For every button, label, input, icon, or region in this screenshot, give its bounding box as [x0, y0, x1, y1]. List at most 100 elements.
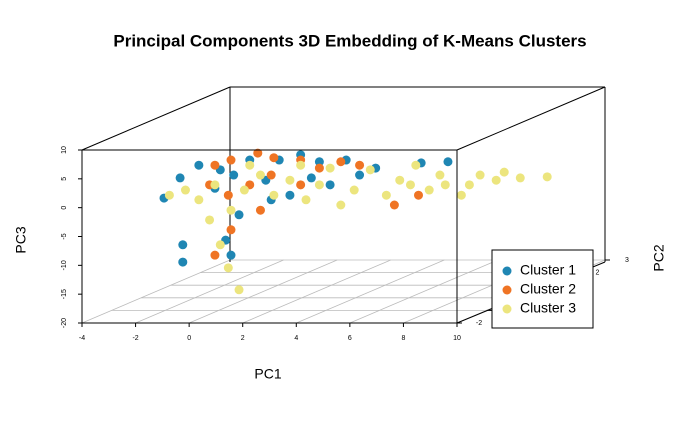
z-tick-label: 5 [61, 177, 68, 181]
point [223, 263, 233, 273]
x-tick-label: 4 [294, 335, 298, 342]
point [296, 160, 306, 170]
legend-label: Cluster 3 [520, 300, 576, 316]
y-tick-label: 3 [625, 257, 629, 264]
x-tick-label: -4 [79, 335, 85, 342]
point [215, 240, 225, 250]
point [355, 170, 365, 180]
grid-line [81, 259, 231, 324]
point [210, 180, 220, 190]
point [234, 285, 244, 295]
point [205, 215, 215, 225]
y-tick-label: 2 [595, 269, 599, 276]
point [355, 160, 365, 170]
point [194, 160, 204, 170]
x-tick-label: 8 [401, 335, 405, 342]
point [210, 160, 220, 170]
x-tick-label: 0 [187, 335, 191, 342]
point [255, 170, 265, 180]
grid-line [188, 259, 338, 324]
point [269, 153, 279, 163]
legend-marker [502, 304, 512, 314]
point [178, 240, 188, 250]
grid-line [135, 259, 284, 324]
point [515, 173, 525, 183]
grid-line [242, 259, 391, 324]
point [456, 190, 466, 200]
point [440, 180, 450, 190]
z-axis-label: PC3 [13, 226, 29, 253]
point [443, 157, 453, 167]
point [175, 173, 185, 183]
grid-line [296, 259, 445, 324]
point [245, 160, 255, 170]
point [314, 163, 324, 173]
point [336, 200, 346, 210]
point [266, 170, 276, 180]
point [178, 257, 188, 267]
point [306, 173, 316, 183]
point [180, 185, 190, 195]
point [194, 195, 204, 205]
z-tick-label: -5 [61, 233, 68, 239]
point [424, 185, 434, 195]
x-tick-label: -2 [132, 335, 138, 342]
point [499, 167, 509, 177]
point [389, 200, 399, 210]
point [239, 185, 249, 195]
point [542, 172, 552, 182]
point [411, 160, 421, 170]
point [296, 180, 306, 190]
legend: Cluster 1 Cluster 2 Cluster 3 [491, 249, 594, 329]
point [381, 190, 391, 200]
point [226, 250, 236, 260]
z-tick-label: 0 [61, 206, 68, 210]
point [325, 180, 335, 190]
point [395, 175, 405, 185]
point [464, 180, 474, 190]
point [414, 190, 423, 200]
point [285, 175, 295, 185]
point [336, 157, 346, 167]
x-tick-label: 10 [453, 335, 461, 342]
legend-label: Cluster 2 [520, 281, 576, 297]
point [164, 190, 174, 200]
z-tick-label: -20 [61, 318, 68, 328]
point [226, 225, 236, 235]
point [325, 163, 335, 173]
point [475, 170, 485, 180]
z-tick-label: -10 [61, 260, 68, 270]
point [229, 170, 239, 180]
point [314, 180, 324, 190]
point [349, 185, 359, 195]
box-edge [81, 86, 231, 151]
x-tick-label: 2 [241, 335, 245, 342]
point [301, 195, 311, 205]
point [234, 210, 244, 220]
z-tick-label: -15 [61, 289, 68, 299]
points [159, 148, 552, 295]
point [226, 205, 236, 215]
legend-marker [502, 285, 512, 295]
y-tick-label: -2 [476, 320, 482, 327]
y-axis-label: PC2 [651, 244, 667, 271]
x-axis-label: PC1 [254, 366, 281, 382]
point [365, 165, 375, 175]
point [226, 155, 236, 165]
point [253, 148, 263, 158]
point [269, 190, 279, 200]
z-tick-label: 10 [61, 146, 68, 154]
x-tick-label: 6 [348, 335, 352, 342]
point [491, 175, 501, 185]
legend-label: Cluster 1 [520, 262, 576, 278]
grid-line [349, 259, 499, 324]
point [285, 190, 295, 200]
point [435, 170, 445, 180]
point [223, 190, 233, 200]
chart-title: Principal Components 3D Embedding of K-M… [113, 31, 586, 50]
point [255, 205, 265, 215]
point [314, 157, 324, 167]
point [405, 180, 415, 190]
